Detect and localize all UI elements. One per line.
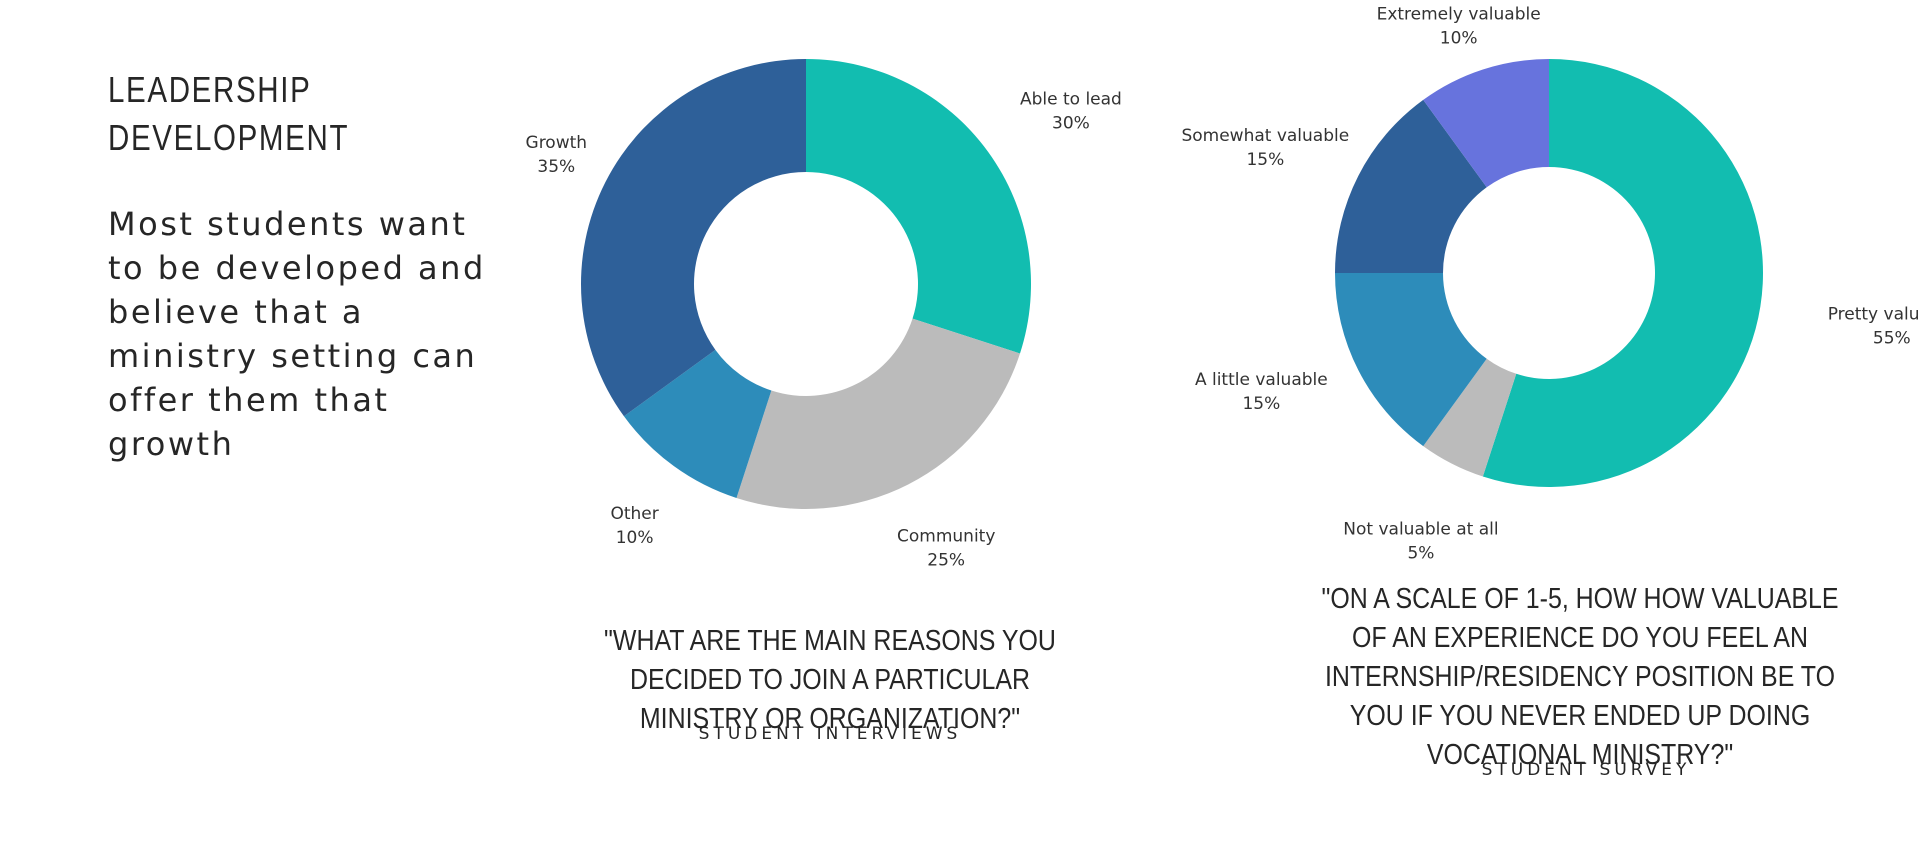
slice-label-other: Other: [610, 504, 658, 524]
donut-slice-not-valuable-at-all: [1423, 358, 1517, 477]
slice-value-somewhat-valuable: 15%: [1246, 150, 1284, 170]
slice-value-other: 10%: [616, 528, 654, 548]
donut-slice-a-little-valuable: [1335, 273, 1487, 447]
slice-label-community: Community: [897, 527, 995, 547]
slice-value-extremely-valuable: 10%: [1440, 29, 1478, 49]
slice-value-a-little-valuable: 15%: [1242, 394, 1280, 414]
chart-1-source: STUDENT INTERVIEWS: [698, 724, 962, 744]
donut-slice-growth: [581, 59, 806, 417]
slice-value-able-to-lead: 30%: [1052, 114, 1090, 134]
reasons-donut-chart: Able to lead 30% Community 25% Other 10% Growt…: [526, 59, 1122, 571]
page-title-line-1: LEADERSHIP: [108, 69, 312, 110]
chart-2-question: "ON A SCALE OF 1-5, HOW HOW VALUABLE OF …: [1321, 583, 1839, 771]
donut-slice-extremely-valuable: [1423, 59, 1549, 188]
donut-slice-able-to-lead: [806, 59, 1031, 354]
donut-slice-pretty-valuable: [1482, 59, 1763, 487]
chart-2-source: STUDENT SURVEY: [1481, 760, 1691, 780]
slice-label-not-valuable-at-all: Not valuable at all: [1343, 520, 1498, 540]
slice-value-growth: 35%: [537, 157, 575, 177]
slice-label-pretty-valuable: Pretty valuable: [1828, 305, 1920, 325]
page-title: LEADERSHIP DEVELOPMENT: [108, 66, 354, 162]
donut-slice-somewhat-valuable: [1335, 99, 1487, 273]
slice-label-a-little-valuable: A little valuable: [1195, 370, 1328, 390]
slice-label-growth: Growth: [526, 133, 588, 153]
slice-label-extremely-valuable: Extremely valuable: [1377, 5, 1541, 25]
chart-1-question: "WHAT ARE THE MAIN REASONS YOU DECIDED T…: [604, 625, 1056, 735]
summary-text: Most students want to be developed and b…: [108, 205, 486, 463]
slice-label-somewhat-valuable: Somewhat valuable: [1181, 126, 1349, 146]
value-donut-chart: Pretty valuable 55% Not valuable at all 5% A…: [1181, 5, 1920, 564]
slice-value-community: 25%: [927, 551, 965, 571]
slice-value-pretty-valuable: 55%: [1873, 329, 1911, 349]
page-title-line-2: DEVELOPMENT: [108, 117, 350, 158]
slice-label-able-to-lead: Able to lead: [1020, 90, 1122, 110]
slice-value-not-valuable-at-all: 5%: [1407, 544, 1434, 564]
donut-slice-other: [623, 349, 772, 498]
donut-slice-community: [736, 318, 1020, 509]
